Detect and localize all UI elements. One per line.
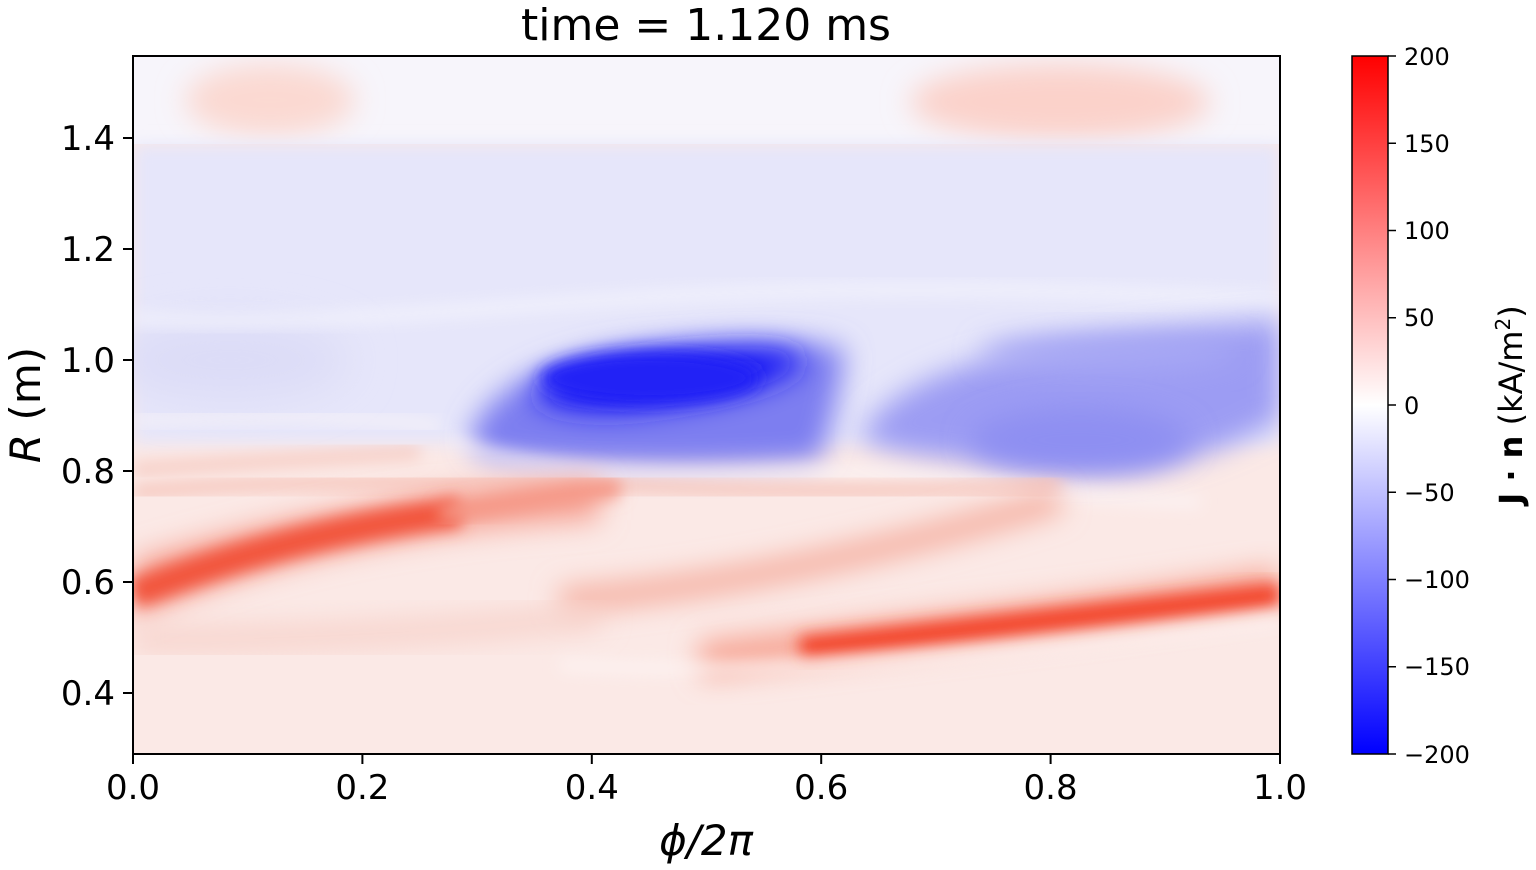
negative-lobe-right-core	[970, 408, 1190, 472]
x-tick-label: 0.2	[335, 768, 389, 808]
negative-lobe-right-upper	[980, 334, 1240, 370]
y-tick-label: 1.2	[61, 230, 115, 270]
positive-band-left-tail	[438, 479, 621, 523]
white-filament-upper	[133, 284, 1280, 326]
top-positive-patch-left	[185, 64, 355, 136]
colorbar-label-unit: (kA/m	[1492, 331, 1530, 436]
positive-band-left-core	[133, 497, 462, 608]
y-axis-label: R (m)	[1, 347, 50, 463]
white-filament-lower	[133, 412, 441, 431]
chart-title: time = 1.120 ms	[521, 0, 891, 51]
x-axis-label: ϕ/2π	[659, 816, 754, 865]
plot-frame	[132, 55, 1281, 755]
colorbar-tick-label: −50	[1404, 479, 1455, 507]
colorbar-tick-label: −150	[1404, 653, 1470, 681]
y-axis-label-symbol: R	[1, 434, 50, 463]
colorbar-tick-label: 150	[1404, 130, 1450, 158]
colorbar-tick-label: 0	[1404, 392, 1419, 420]
positive-filament-08	[133, 446, 421, 476]
heatmap-field	[133, 56, 1280, 754]
y-axis-label-unit: (m)	[1, 347, 50, 434]
x-tick-label: 1.0	[1253, 768, 1307, 808]
y-tick-label: 1.4	[61, 119, 115, 159]
colorbar-bar	[1351, 55, 1389, 755]
positive-filament-075	[133, 474, 1061, 499]
positive-band-right-core	[798, 583, 1280, 659]
x-tick-label: 0.8	[1024, 768, 1078, 808]
colorbar-label-exponent: 2	[1491, 318, 1515, 331]
colorbar-tick-label: −200	[1404, 741, 1470, 769]
y-tick-label: 0.4	[61, 674, 115, 714]
x-tick-label: 0.6	[794, 768, 848, 808]
x-tick-label: 0.0	[106, 768, 160, 808]
colorbar-label-quantity: J · n	[1492, 436, 1530, 507]
positive-band-middle-tail	[133, 603, 602, 652]
colorbar-tick-label: −100	[1404, 566, 1470, 594]
y-axis: 0.4 0.6 0.8 1.0 1.2 1.4 R (m)	[1, 119, 133, 714]
colorbar-label: J · n (kA/m2)	[1491, 305, 1530, 506]
x-tick-label: 0.4	[565, 768, 619, 808]
y-tick-label: 0.8	[61, 452, 115, 492]
colorbar-label-close: )	[1492, 305, 1530, 317]
colorbar-tick-label: 200	[1404, 43, 1450, 71]
colorbar-tick-label: 50	[1404, 304, 1435, 332]
colorbar-tick-label: 100	[1404, 217, 1450, 245]
top-positive-patch-right	[910, 64, 1210, 140]
negative-wash-left	[133, 320, 350, 400]
positive-band-middle	[559, 489, 1064, 611]
negative-lobe-main-inner	[540, 352, 760, 404]
y-tick-label: 0.6	[61, 563, 115, 603]
colorbar: 200 150 100 50 0 −50 −100 −150 −200 J · …	[1351, 43, 1530, 769]
y-tick-label: 1.0	[61, 341, 115, 381]
white-filament-middle	[448, 436, 1201, 506]
x-axis: 0.0 0.2 0.4 0.6 0.8 1.0 ϕ/2π	[106, 754, 1307, 865]
white-filament-bottom	[559, 615, 1280, 673]
